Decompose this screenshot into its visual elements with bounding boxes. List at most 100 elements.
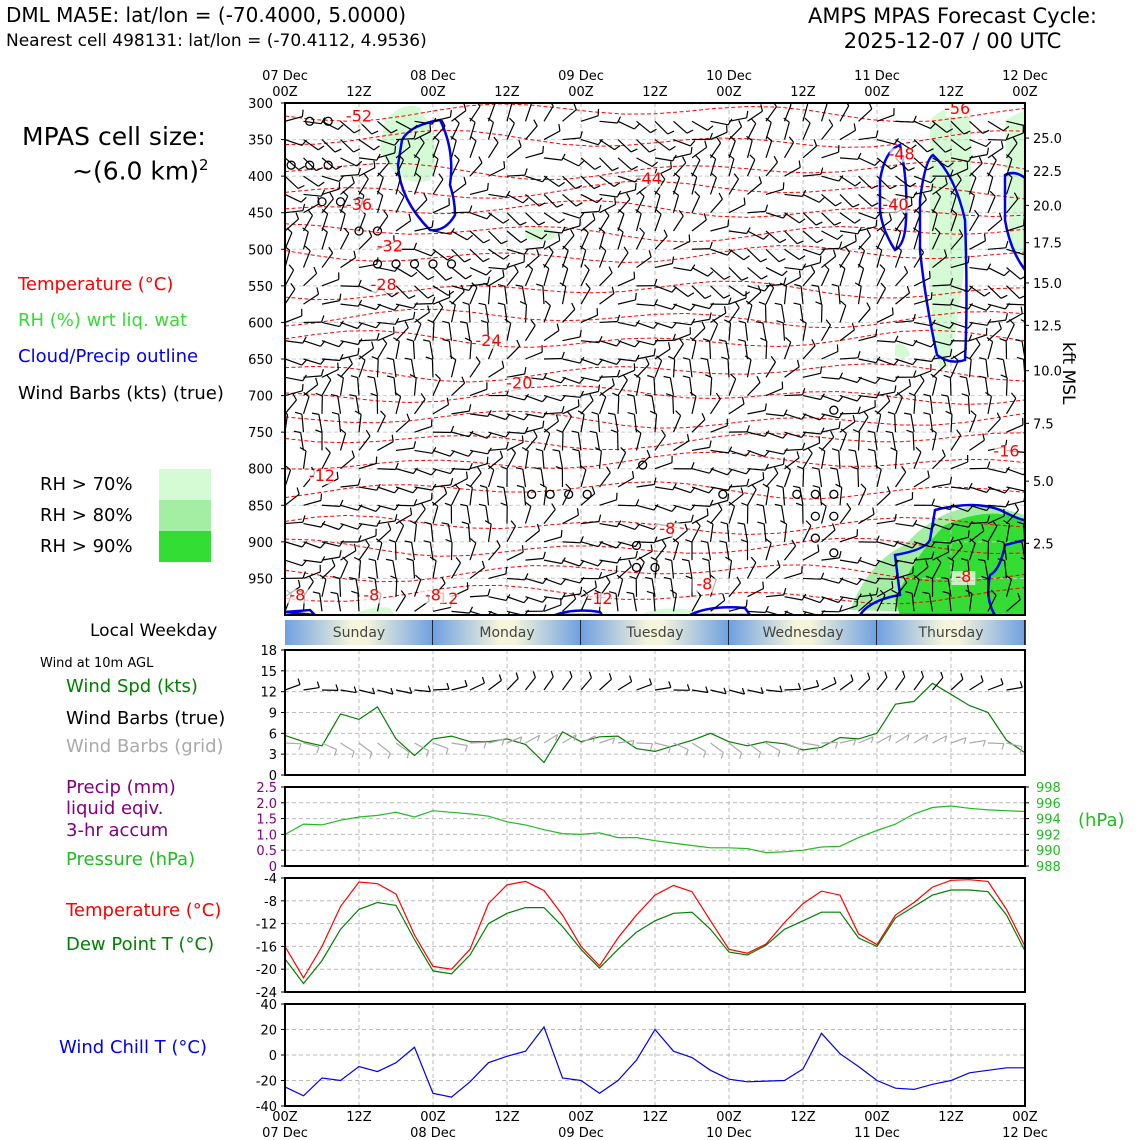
wind-barb-flag	[373, 145, 380, 151]
wind-barb	[429, 556, 437, 579]
wind-barb-flag	[518, 139, 522, 147]
wind-barb-flag	[653, 278, 658, 286]
wind-barb-shaft	[525, 255, 540, 269]
wind-barb-flag	[931, 183, 934, 191]
wind-barb-shaft	[710, 142, 722, 159]
wind-barb-flag	[523, 414, 529, 421]
wind-barb	[895, 266, 909, 287]
wind-barb-flag	[376, 190, 384, 196]
wind-barb	[358, 321, 381, 329]
wind-barb	[461, 521, 471, 542]
wind-barb	[303, 175, 325, 187]
wind-barb	[394, 391, 402, 415]
wind-barb-flag	[949, 536, 954, 544]
top-hour-label: 00Z	[864, 85, 890, 100]
calm-wind-circle	[372, 259, 383, 269]
wind-barb	[616, 574, 624, 597]
wind-barb	[895, 566, 914, 580]
wind-barb	[562, 399, 580, 415]
wind-barb-shaft	[691, 327, 706, 342]
wind-barb-shaft	[762, 505, 767, 524]
wind-barb-shaft	[765, 542, 772, 561]
wind-barb	[838, 263, 846, 287]
wind-barb	[506, 393, 529, 401]
wind-barb-true	[599, 673, 612, 691]
wind-barb-flag	[412, 487, 418, 494]
wind-barb-shaft	[876, 391, 895, 397]
wind-barb-flag	[660, 173, 666, 180]
wind-barb-flag	[571, 302, 576, 310]
wind-barb	[339, 227, 350, 250]
wind-barb-shaft	[799, 304, 804, 323]
wind-barb-flag	[686, 433, 690, 442]
wind-barb-flag	[959, 375, 967, 379]
wind-barb	[525, 577, 548, 585]
wind-barb-grid	[654, 742, 672, 754]
wind-barb-flag	[463, 176, 467, 184]
wind-barb-flag	[505, 566, 508, 574]
wind-barb	[1024, 413, 1025, 414]
wind-barb-flag	[523, 596, 529, 604]
wind-barb-flag	[648, 250, 652, 258]
wind-barb-flag	[911, 542, 918, 549]
wind-barb-flag	[449, 110, 452, 118]
wind-barb-flag	[446, 397, 450, 405]
wind-barb-shaft	[1006, 267, 1021, 280]
wind-barb-flag	[393, 304, 400, 311]
wind-barb	[821, 372, 844, 380]
wind-barb-shaft	[950, 179, 962, 195]
wind-barb-shaft	[987, 328, 1002, 342]
wind-barb-flag	[707, 125, 714, 131]
wind-barb	[580, 282, 591, 305]
wind-barb-shaft	[580, 157, 596, 170]
wind-barb-flag	[339, 293, 342, 301]
kft-tick-label: 7.5	[1033, 417, 1054, 432]
calm-wind-circle	[335, 197, 346, 207]
wind-barb	[525, 430, 538, 451]
wind-barb	[811, 467, 823, 488]
wind-barb	[555, 466, 564, 488]
wind-barb-flag	[631, 471, 635, 479]
barb-shaft	[691, 742, 706, 752]
wind-barb-shaft	[747, 382, 761, 396]
wind-barb-flag	[302, 203, 306, 211]
wind-barb-shaft	[932, 340, 951, 346]
barb-shaft	[969, 680, 984, 691]
wind-barb-shaft	[950, 262, 969, 269]
wind-barb	[961, 393, 971, 414]
temp-panel-tick-label: -12	[256, 918, 277, 933]
barb-shaft	[562, 676, 573, 691]
wind-barb	[543, 153, 566, 161]
wind-barb-shaft	[987, 218, 1003, 232]
wind-barb-shaft	[913, 451, 922, 469]
isotherm-label: -12	[586, 589, 612, 608]
wind-barb	[981, 538, 989, 561]
wind-barb	[1000, 374, 1008, 396]
wind-barb	[895, 519, 918, 527]
wind-barb-shaft	[821, 413, 840, 419]
wind-barb-true	[525, 671, 536, 691]
wind-barb-flag	[429, 556, 437, 562]
wind-barb-shaft	[710, 486, 729, 492]
wind-barb-flag	[856, 395, 862, 402]
wind-barb	[377, 139, 400, 146]
barb-flag	[1019, 681, 1023, 688]
wind-barb-flag	[505, 190, 511, 198]
wind-barb	[562, 559, 585, 567]
wind-barb	[521, 446, 529, 469]
wind-barb	[617, 559, 632, 579]
wind-barb	[451, 449, 474, 457]
wind-barb	[580, 336, 603, 344]
wind-barb-flag	[750, 117, 757, 124]
wind-barb-flag	[325, 447, 331, 454]
wind-barb	[580, 486, 596, 506]
wind-barb-flag	[744, 355, 752, 361]
wind-barb	[987, 520, 998, 543]
wind-barb	[562, 390, 585, 398]
wind-barb-shaft	[913, 231, 920, 250]
wind-barb	[395, 486, 418, 494]
wind-barb	[377, 210, 389, 232]
wind-barb	[747, 204, 769, 214]
wind-barb-flag	[943, 374, 951, 379]
barb-shaft	[451, 685, 468, 691]
